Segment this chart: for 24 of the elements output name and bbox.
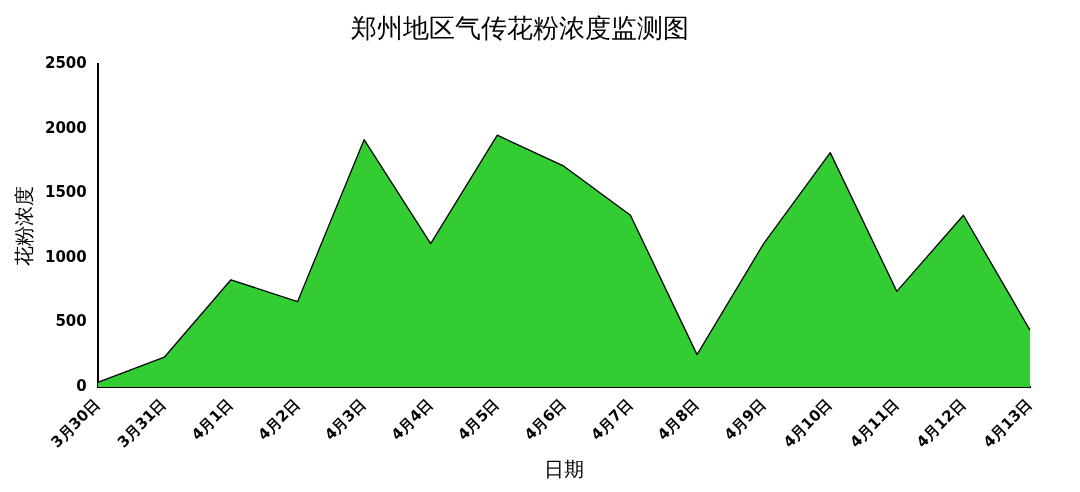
y-tick-label: 2000 <box>45 118 87 137</box>
y-tick-label: 1000 <box>45 247 87 266</box>
x-tick-label: 4月7日 <box>587 395 637 444</box>
x-tick-label: 4月1日 <box>187 395 237 444</box>
y-tick-label: 2500 <box>45 54 87 73</box>
x-tick-label: 4月10日 <box>779 395 836 452</box>
x-tick-label: 4月3日 <box>320 395 370 444</box>
x-tick-label: 4月12日 <box>912 395 969 452</box>
x-tick-label: 4月8日 <box>653 395 703 444</box>
y-axis-title: 花粉浓度 <box>12 185 37 266</box>
x-tick-label: 4月5日 <box>454 395 503 444</box>
x-tick-label: 4月4日 <box>387 395 437 444</box>
chart-title: 郑州地区气传花粉浓度监测图 <box>351 13 689 44</box>
x-tick-label: 4月13日 <box>979 395 1036 452</box>
x-tick-label: 4月6日 <box>520 395 570 444</box>
y-tick-label: 0 <box>76 376 87 395</box>
x-tick-label: 3月31日 <box>113 395 170 452</box>
y-tick-label: 1500 <box>45 183 87 202</box>
x-tick-label: 4月9日 <box>720 395 770 444</box>
x-tick-label: 4月2日 <box>254 395 304 444</box>
x-tick-label: 3月30日 <box>47 395 104 452</box>
y-tick-label: 500 <box>55 312 87 331</box>
x-tick-label: 4月11日 <box>846 395 903 452</box>
x-axis-title: 日期 <box>543 457 584 482</box>
